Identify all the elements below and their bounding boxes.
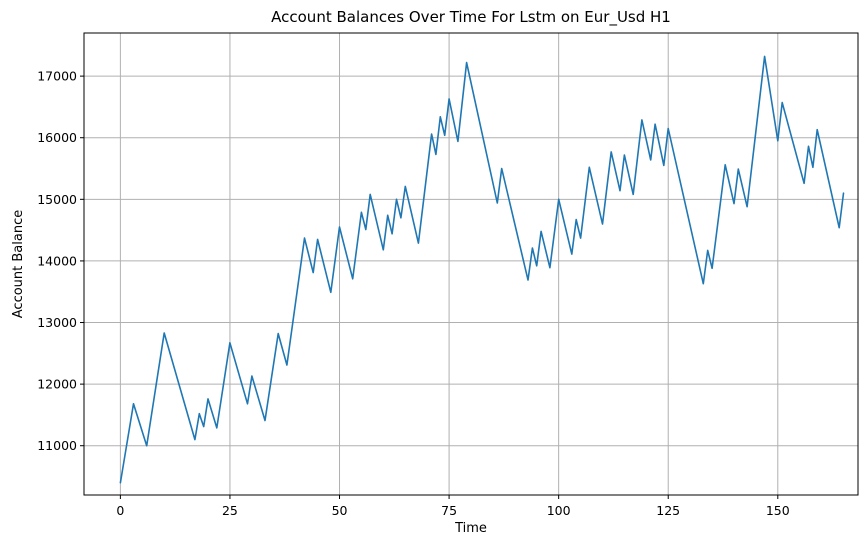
x-tick-label: 75 (441, 503, 457, 518)
grid (84, 33, 858, 495)
y-tick-label: 14000 (37, 253, 77, 268)
y-tick-label: 11000 (37, 438, 77, 453)
x-tick-label: 25 (222, 503, 238, 518)
chart-title: Account Balances Over Time For Lstm on E… (271, 8, 671, 27)
x-tick-label: 50 (332, 503, 348, 518)
series-layer (119, 55, 845, 484)
x-tick-label: 125 (656, 503, 680, 518)
y-tick-label: 15000 (37, 192, 77, 207)
x-axis-label: Time (454, 521, 487, 536)
x-tick-label: 100 (547, 503, 571, 518)
y-tick-label: 12000 (37, 377, 77, 392)
x-tick-label: 150 (766, 503, 790, 518)
y-tick-label: 13000 (37, 315, 77, 330)
balance-series-line (119, 55, 845, 484)
y-axis-label: Account Balance (11, 210, 26, 318)
y-tick-label: 17000 (37, 69, 77, 84)
x-tick-label: 0 (116, 503, 124, 518)
axis-ticks: 0 25 50 75 100 125 150 11000 12000 13000 14000 1500… (37, 69, 790, 518)
y-tick-label: 16000 (37, 130, 77, 145)
plot-frame (83, 32, 859, 496)
